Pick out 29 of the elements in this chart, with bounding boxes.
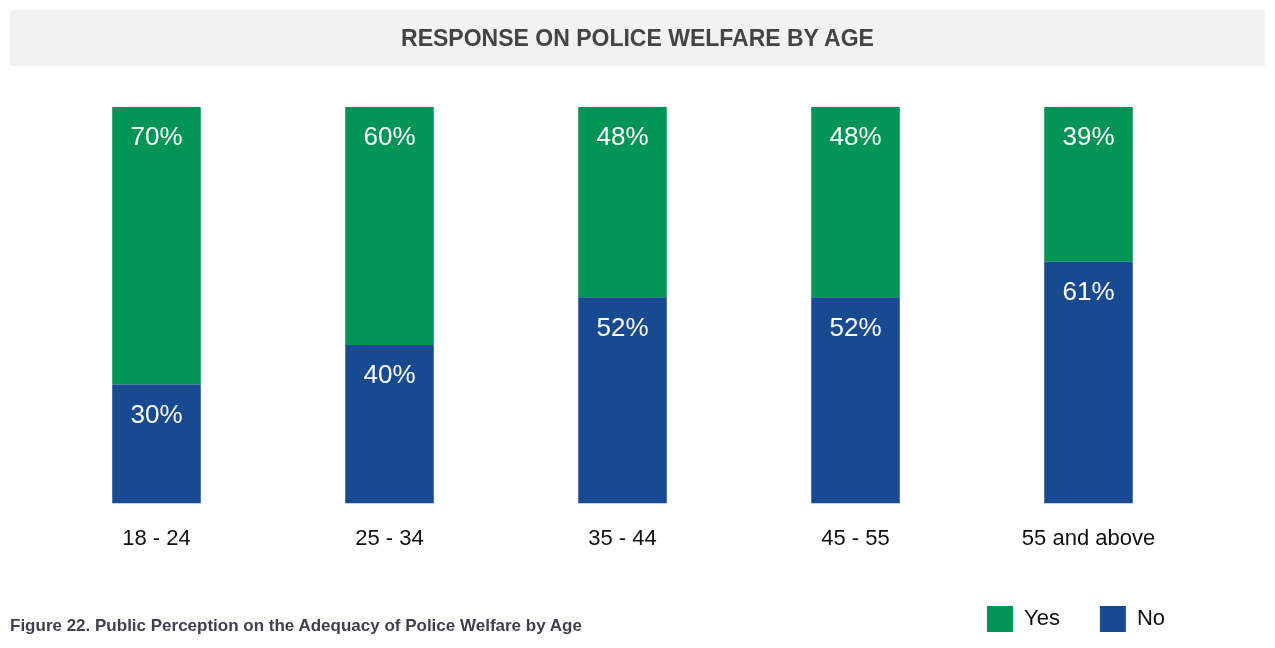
data-label: 39% [1062,121,1115,152]
legend-label: No [1136,605,1165,631]
caption: Figure 22. Public Perception on the Adequacy of Police Welfare by Age [10,616,582,636]
legend-label: Yes [1023,605,1060,631]
bar [811,297,900,504]
data-label: 52% [829,311,882,342]
bar [1044,261,1133,504]
data-label: 61% [1062,275,1115,306]
x-tick-label: 55 and above [1021,524,1156,550]
bar [112,384,201,504]
x-tick-label: 35 - 44 [588,524,657,550]
data-label: 48% [829,121,882,152]
bar [345,344,434,504]
bar [578,107,667,298]
bar [578,297,667,504]
data-label: 60% [363,121,416,152]
bar [1044,107,1133,262]
bar [112,107,201,385]
x-tick-label: 45 - 55 [821,524,890,550]
x-tick-label: 25 - 34 [355,524,424,550]
data-label: 30% [130,398,183,429]
x-tick-label: 18 - 24 [122,524,191,550]
data-label: 70% [130,121,183,152]
chart-title: RESPONSE ON POLICE WELFARE BY AGE [10,10,1265,66]
data-label: 48% [596,121,649,152]
bar [811,107,900,298]
bar [345,107,434,345]
data-label: 52% [596,311,649,342]
data-label: 40% [363,359,416,390]
